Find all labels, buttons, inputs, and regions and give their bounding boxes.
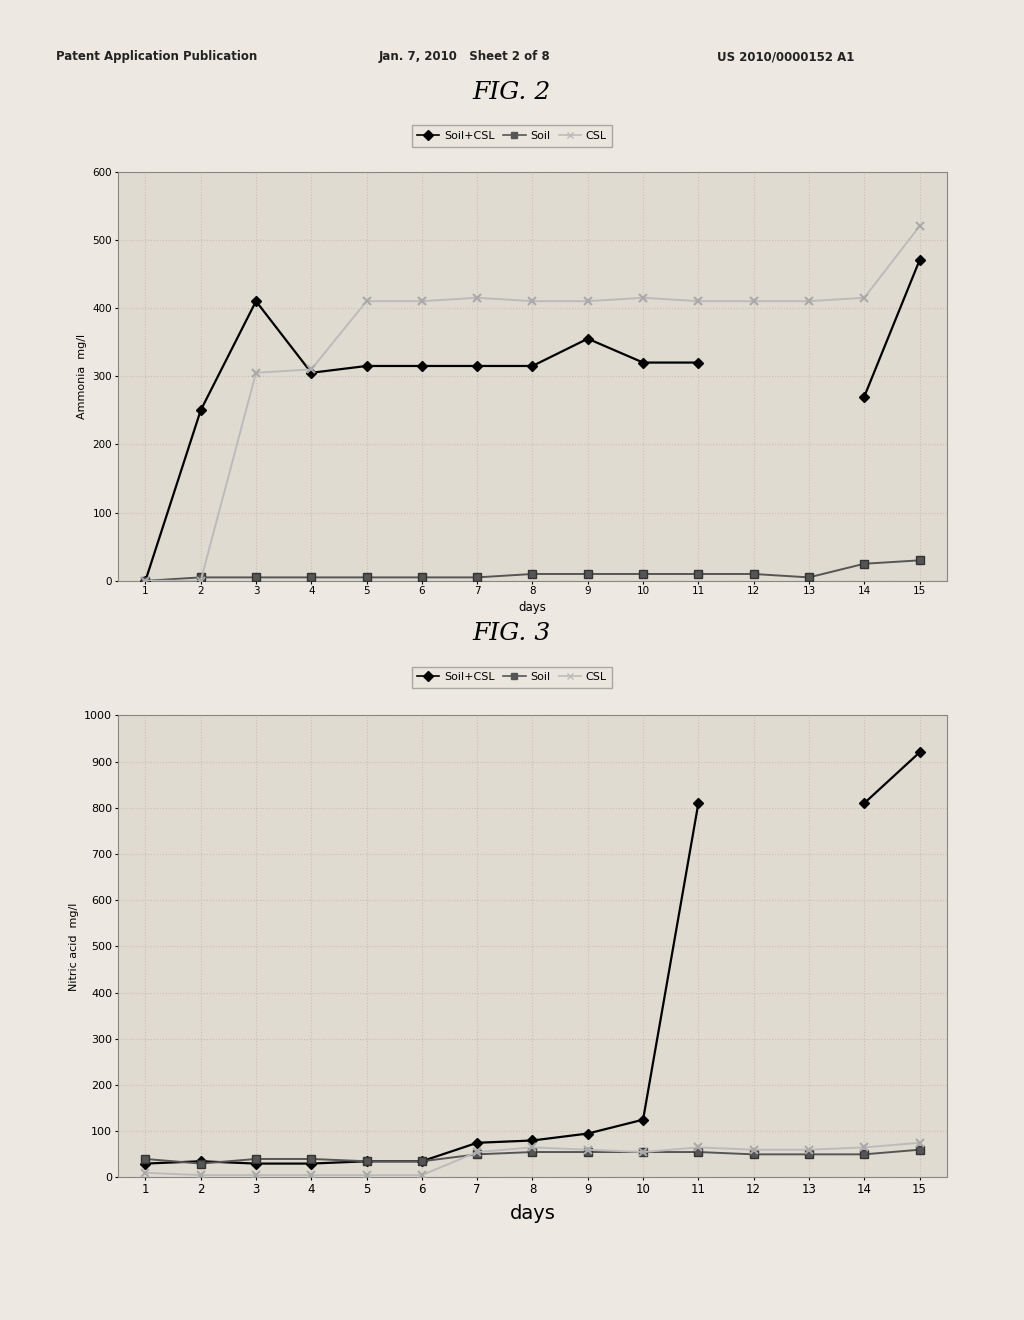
Legend: Soil+CSL, Soil, CSL: Soil+CSL, Soil, CSL [412,125,612,147]
Text: US 2010/0000152 A1: US 2010/0000152 A1 [717,50,854,63]
Y-axis label: Nitric acid  mg/l: Nitric acid mg/l [69,903,79,990]
Y-axis label: Ammonia  mg/l: Ammonia mg/l [77,334,87,418]
Text: Jan. 7, 2010   Sheet 2 of 8: Jan. 7, 2010 Sheet 2 of 8 [379,50,551,63]
X-axis label: days: days [510,1204,555,1224]
Text: Patent Application Publication: Patent Application Publication [56,50,258,63]
Legend: Soil+CSL, Soil, CSL: Soil+CSL, Soil, CSL [412,667,612,688]
Text: FIG. 3: FIG. 3 [473,622,551,645]
Text: FIG. 2: FIG. 2 [473,81,551,104]
X-axis label: days: days [518,601,547,614]
